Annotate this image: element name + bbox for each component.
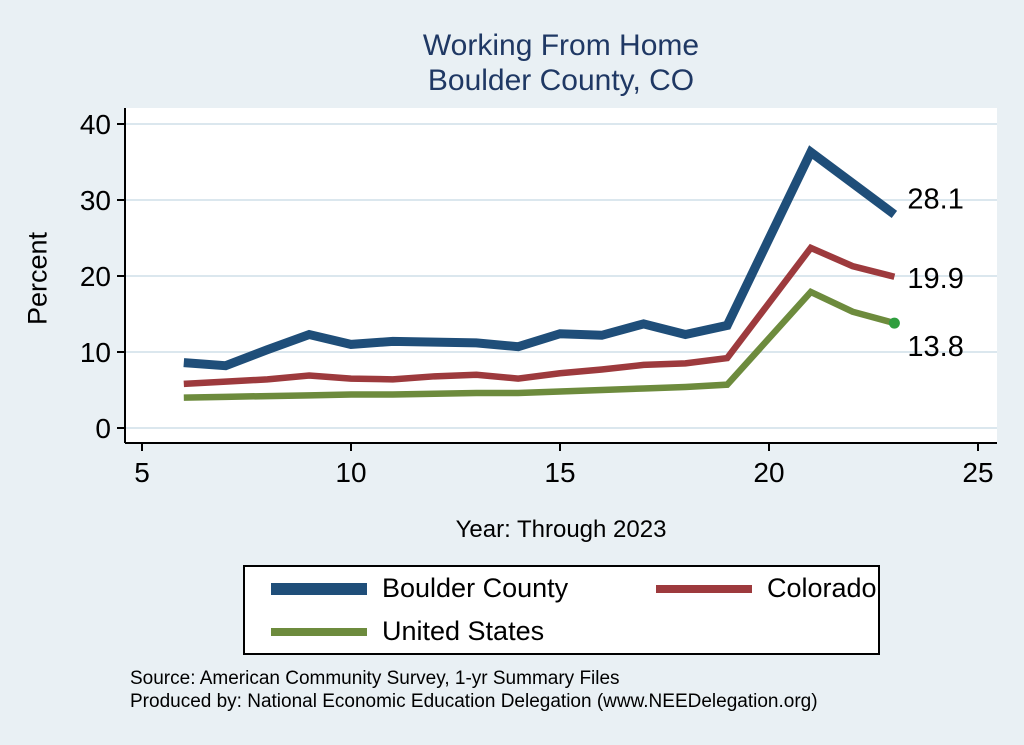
x-axis-title: Year: Through 2023 <box>455 516 667 543</box>
series-line-united-states <box>183 287 896 401</box>
y-axis-title: Percent <box>22 231 53 326</box>
united-states-line-swatch <box>271 627 367 636</box>
legend: Boulder County Colorado United States <box>243 565 880 655</box>
x-tick-label-5: 5 <box>134 457 150 488</box>
boulder-county-line-swatch <box>271 582 367 595</box>
end-value-label-boulder-county: 28.1 <box>907 183 963 215</box>
colorado-line-swatch <box>656 584 752 593</box>
y-tick-label-40: 40 <box>80 109 111 140</box>
end-marker-united-states <box>888 317 900 329</box>
y-tick-label-0: 0 <box>95 413 111 444</box>
chart-title-line2: Boulder County, CO <box>427 64 695 97</box>
chart-title-line1: Working From Home <box>422 29 700 62</box>
produced-by-line: Produced by: National Economic Education… <box>130 691 818 712</box>
x-tick-label-20: 20 <box>753 457 784 488</box>
x-tick-label-25: 25 <box>962 457 993 488</box>
end-value-label-colorado: 19.9 <box>907 263 963 295</box>
legend-item-united-states: United States <box>271 616 656 647</box>
source-line: Source: American Community Survey, 1-yr … <box>130 668 620 689</box>
x-tick-label-15: 15 <box>544 457 575 488</box>
series-line-colorado <box>183 243 896 388</box>
legend-label-boulder-county: Boulder County <box>382 573 569 603</box>
end-value-label-united-states: 13.8 <box>907 331 963 363</box>
x-tick-label-10: 10 <box>335 457 366 488</box>
legend-item-colorado: Colorado <box>656 573 878 604</box>
chart-canvas: 0 10 20 30 40 5 10 15 20 25 28.1 19.9 13.8 <box>80 108 997 488</box>
y-tick-label-20: 20 <box>80 261 111 292</box>
chart-title: Working From Home Boulder County, CO <box>98 28 1024 98</box>
legend-item-boulder-county: Boulder County <box>271 573 656 604</box>
legend-label-colorado: Colorado <box>767 573 877 603</box>
y-tick-label-10: 10 <box>80 337 111 368</box>
series-line-boulder-county <box>183 145 898 371</box>
legend-label-united-states: United States <box>382 616 545 646</box>
y-tick-label-30: 30 <box>80 185 111 216</box>
source-note: Source: American Community Survey, 1-yr … <box>130 667 818 713</box>
